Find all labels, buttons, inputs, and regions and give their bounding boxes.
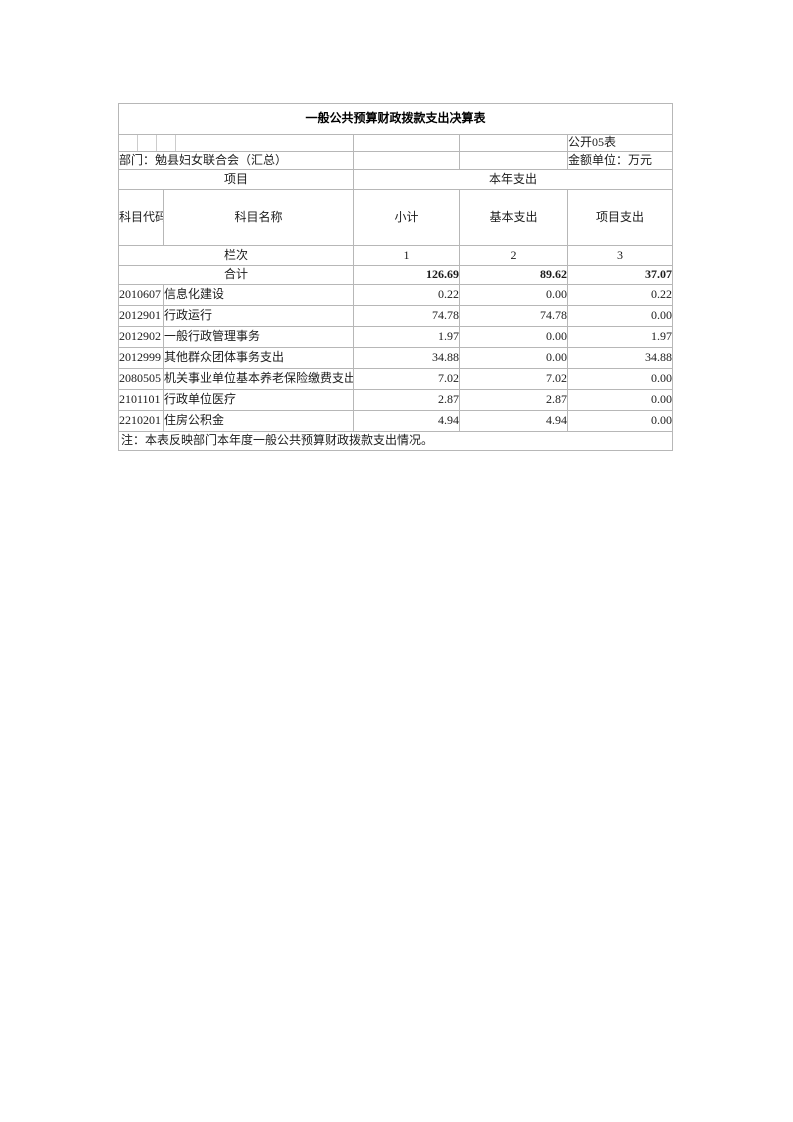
total-row: 合计 126.69 89.62 37.07 [118, 265, 673, 285]
table-row: 2012999 其他群众团体事务支出 34.88 0.00 34.88 [118, 347, 673, 369]
basic-value: 4.94 [459, 410, 568, 432]
subtotal-value: 34.88 [353, 347, 460, 369]
subject-name: 住房公积金 [163, 410, 354, 432]
meta-row-sheet: 公开05表 [118, 134, 673, 152]
col-num-3: 3 [567, 245, 673, 266]
empty-cell [353, 151, 460, 170]
col-num-1: 1 [353, 245, 460, 266]
empty-cell [353, 134, 460, 152]
stub-grid [120, 135, 353, 151]
basic-value: 0.00 [459, 326, 568, 348]
unit-label: 金额单位：万元 [567, 151, 673, 170]
header-name: 科目名称 [163, 189, 354, 246]
table-row: 2010607 信息化建设 0.22 0.00 0.22 [118, 284, 673, 306]
subject-name: 一般行政管理事务 [163, 326, 354, 348]
statement-table: 一般公共预算财政拨款支出决算表 公开05表 部门：勉县妇女联合会（汇总） 金额单… [118, 103, 673, 451]
meta-row-department: 部门：勉县妇女联合会（汇总） 金额单位：万元 [118, 151, 673, 170]
total-label: 合计 [118, 265, 354, 285]
subject-name: 其他群众团体事务支出 [163, 347, 354, 369]
total-project: 37.07 [567, 265, 673, 285]
subject-code: 2101101 [118, 389, 164, 411]
column-number-row: 栏次 1 2 3 [118, 245, 673, 266]
total-basic: 89.62 [459, 265, 568, 285]
sheet-label: 公开05表 [567, 134, 673, 152]
header-code: 科目代码 [118, 189, 164, 246]
header-basic: 基本支出 [459, 189, 568, 246]
subject-code: 2012902 [118, 326, 164, 348]
subject-code: 2012999 [118, 347, 164, 369]
project-value: 0.00 [567, 305, 673, 327]
col-num-2: 2 [459, 245, 568, 266]
lanci-label: 栏次 [118, 245, 354, 266]
basic-value: 0.00 [459, 284, 568, 306]
project-value: 34.88 [567, 347, 673, 369]
subject-name: 信息化建设 [163, 284, 354, 306]
table-row: 2012902 一般行政管理事务 1.97 0.00 1.97 [118, 326, 673, 348]
page-title: 一般公共预算财政拨款支出决算表 [118, 103, 673, 135]
subtotal-value: 74.78 [353, 305, 460, 327]
header-project: 项目支出 [567, 189, 673, 246]
table-row: 2080505 机关事业单位基本养老保险缴费支出 7.02 7.02 0.00 [118, 368, 673, 390]
basic-value: 2.87 [459, 389, 568, 411]
table-row: 2012901 行政运行 74.78 74.78 0.00 [118, 305, 673, 327]
basic-value: 74.78 [459, 305, 568, 327]
table-row: 2210201 住房公积金 4.94 4.94 0.00 [118, 410, 673, 432]
empty-cell [459, 134, 568, 152]
statement-table-wrap: 一般公共预算财政拨款支出决算表 公开05表 部门：勉县妇女联合会（汇总） 金额单… [118, 103, 673, 451]
subject-code: 2010607 [118, 284, 164, 306]
subject-code: 2210201 [118, 410, 164, 432]
basic-value: 7.02 [459, 368, 568, 390]
subtotal-value: 2.87 [353, 389, 460, 411]
footnote: 注：本表反映部门本年度一般公共预算财政拨款支出情况。 [118, 431, 673, 451]
project-value: 0.00 [567, 368, 673, 390]
table-row: 2101101 行政单位医疗 2.87 2.87 0.00 [118, 389, 673, 411]
column-header-row: 科目代码 科目名称 小计 基本支出 项目支出 [118, 189, 673, 246]
title-row: 一般公共预算财政拨款支出决算表 [118, 103, 673, 135]
subtotal-value: 7.02 [353, 368, 460, 390]
department-label: 部门：勉县妇女联合会（汇总） [118, 151, 354, 170]
group-header-row: 项目 本年支出 [118, 169, 673, 190]
header-project-group: 项目 [118, 169, 354, 190]
subject-name: 机关事业单位基本养老保险缴费支出 [163, 368, 354, 390]
project-value: 1.97 [567, 326, 673, 348]
project-value: 0.00 [567, 410, 673, 432]
header-subtotal: 小计 [353, 189, 460, 246]
subtotal-value: 0.22 [353, 284, 460, 306]
stub-cells [118, 134, 354, 152]
total-subtotal: 126.69 [353, 265, 460, 285]
project-value: 0.00 [567, 389, 673, 411]
subtotal-value: 1.97 [353, 326, 460, 348]
subject-name: 行政运行 [163, 305, 354, 327]
project-value: 0.22 [567, 284, 673, 306]
header-year-group: 本年支出 [353, 169, 673, 190]
basic-value: 0.00 [459, 347, 568, 369]
empty-cell [459, 151, 568, 170]
subject-name: 行政单位医疗 [163, 389, 354, 411]
subject-code: 2080505 [118, 368, 164, 390]
note-row: 注：本表反映部门本年度一般公共预算财政拨款支出情况。 [118, 431, 673, 451]
subject-code: 2012901 [118, 305, 164, 327]
subtotal-value: 4.94 [353, 410, 460, 432]
